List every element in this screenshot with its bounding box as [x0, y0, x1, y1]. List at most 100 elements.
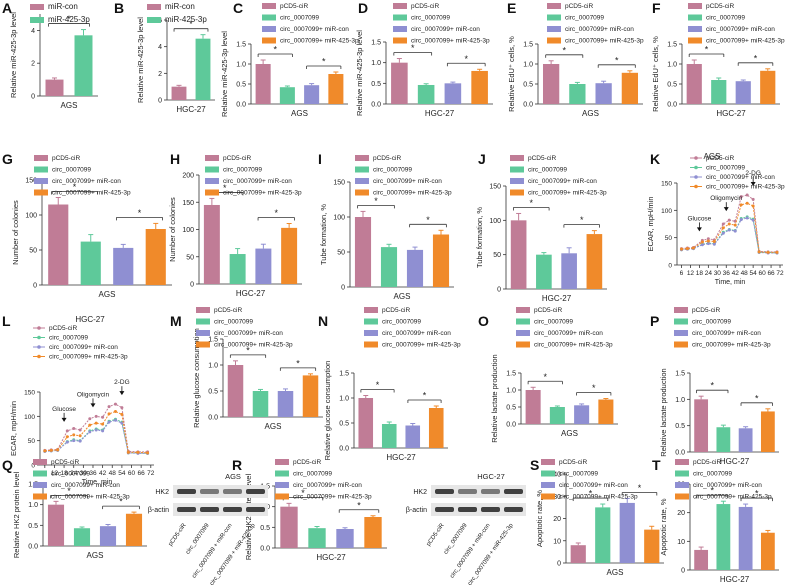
legend-swatch [675, 459, 689, 465]
legend-label: circ_0007099 [214, 319, 253, 326]
legend-swatch [275, 493, 289, 500]
bar-circ-0007099 [536, 254, 552, 289]
bar-pcd5-cir [391, 62, 408, 104]
y-tick-label: 0.5 [28, 523, 38, 530]
y-tick-label: 150 [25, 178, 37, 185]
data-point [107, 420, 111, 424]
bar-pcd5-cir [525, 390, 541, 424]
y-tick-label: 0 [341, 285, 345, 292]
legend-label: miR-425-3p [165, 15, 207, 24]
blot-lane-label: circ_0007099 + miR-con [449, 523, 491, 580]
legend-label: pCD5-ciR [528, 155, 556, 162]
bar-mir-425-3p [195, 38, 211, 100]
bar-circ-0007099-mir-425-3p [432, 234, 450, 287]
y-tick-label: 150 [24, 390, 35, 397]
bar-pcd5-cir [227, 365, 244, 417]
significance-star: * [67, 14, 71, 24]
legend-swatch [262, 14, 276, 21]
data-point [101, 415, 105, 419]
legend-label: circ_0007099+ miR-425-3p [382, 342, 461, 349]
legend-swatch [275, 482, 289, 488]
x-tick-label: 36 [89, 470, 97, 477]
data-point [72, 433, 76, 437]
legend-swatch [393, 14, 407, 21]
data-point [751, 197, 755, 201]
blot-band [223, 489, 242, 494]
panel-letter: S [530, 457, 539, 473]
x-axis-label: AGS [582, 109, 599, 118]
legend-label: circ_0007099+ miR-con [565, 26, 634, 33]
legend-Q: pCD5-ciR circ_0007099 circ_0007099+ miR-co… [33, 459, 130, 501]
x-axis-label: AGS [87, 551, 104, 560]
blot-lane-label: circ_0007099 [443, 522, 469, 555]
panel-letter: J [478, 151, 486, 167]
legend-F: pCD5-ciR circ_0007099 circ_0007099+ miR-co… [688, 3, 785, 45]
panel-letter: M [170, 313, 182, 329]
legend-marker [37, 335, 41, 340]
y-tick-label: 150 [182, 200, 194, 207]
bar-pcd5-cir [48, 204, 69, 285]
legend-label: pCD5-ciR [214, 307, 242, 314]
legend-label: circ_0007099+ miR-con [692, 330, 761, 337]
bar-pcd5-cir [694, 549, 709, 570]
data-point [101, 422, 105, 426]
data-point [126, 450, 130, 454]
blot-band [435, 507, 454, 512]
significance-star: * [543, 372, 547, 382]
legend-label: circ_0007099 [51, 471, 90, 478]
data-point [706, 242, 710, 246]
panel-H: H 0 50 100 150 200 Number of colonies HGC-27 * * [168, 151, 302, 298]
legend-swatch [196, 330, 210, 336]
y-tick-label: 1.5 [339, 371, 349, 378]
legend-swatch [205, 189, 219, 196]
y-axis-label: Relative HK2 protein level [12, 472, 21, 559]
legend-swatch [33, 459, 47, 465]
significance-star: * [464, 54, 468, 64]
x-tick-label: 12 [51, 470, 59, 477]
legend-swatch [541, 493, 555, 500]
y-tick-label: 0 [497, 287, 501, 294]
legend-swatch [674, 341, 688, 348]
legend-swatch [364, 307, 378, 313]
blot-row-label: β-actin [406, 507, 427, 514]
blot-title: AGS [225, 472, 241, 481]
legend-label: circ_0007099+ miR-con [706, 174, 775, 181]
legend-swatch [541, 482, 555, 488]
bar-circ-0007099-mir-425-3p [760, 411, 775, 452]
significance-star: * [73, 182, 77, 192]
x-axis-label: AGS [561, 429, 578, 438]
blot-band [481, 489, 500, 494]
annotation-arrowhead [750, 182, 756, 187]
bar-circ-0007099-mir-con [561, 253, 577, 289]
data-point [679, 247, 683, 251]
bar-circ-0007099-mir-425-3p [621, 72, 639, 104]
y-tick-label: 1.0 [523, 62, 533, 69]
blot-lane-label: circ_0007099 [185, 522, 211, 555]
y-axis-label: Tube formation, % [475, 207, 484, 268]
significance-star: * [529, 198, 533, 208]
y-tick-label: 0.0 [506, 422, 516, 429]
y-tick-label: 0 [33, 283, 37, 290]
legend-swatch [547, 26, 561, 32]
y-tick-label: 150 [489, 184, 501, 191]
legend-swatch [516, 341, 530, 348]
bar-circ-0007099-mir-con [255, 248, 272, 284]
blot-lane-label: pCD5-ciR [168, 522, 188, 547]
legend-H: pCD5-ciR circ_0007099 circ_0007099+ miR-co… [205, 155, 302, 197]
y-tick-label: 1.0 [208, 363, 218, 370]
annotation-label: Glucose [52, 406, 76, 413]
legend-label: circ_0007099 [280, 15, 319, 22]
x-tick-label: 42 [99, 470, 107, 477]
legend-label: circ_0007099+ miR-425-3p [565, 38, 644, 45]
y-tick-label: 20 [553, 516, 561, 523]
legend-swatch [541, 470, 555, 477]
legend-label: circ_0007099+ miR-425-3p [214, 342, 293, 349]
x-axis-label: HGC-27 [542, 294, 572, 303]
panel-F: F 0.0 0.5 1.0 1.5 Relative EdU⁺ cells, % HGC-2… [651, 0, 780, 118]
legend-marker [694, 156, 698, 160]
legend-swatch [674, 318, 688, 325]
legend-label: circ_0007099 [706, 15, 745, 22]
legend-label: circ_0007099+ miR-con [214, 330, 283, 337]
bar-circ-0007099 [73, 528, 91, 546]
